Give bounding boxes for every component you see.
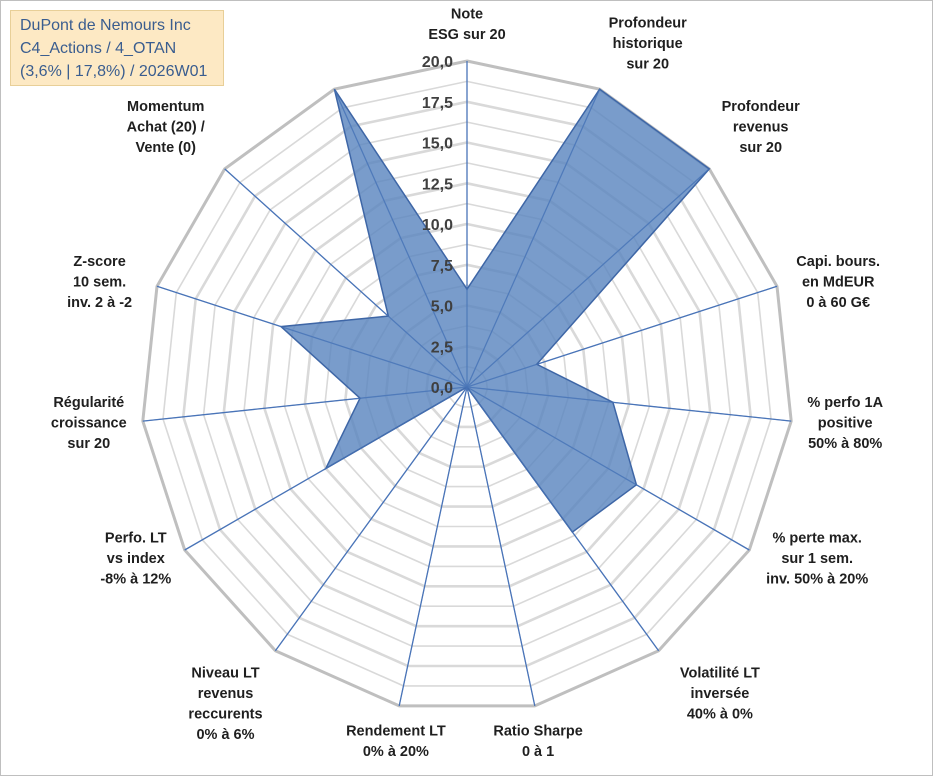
- radar-axis-labels: Note ESG sur 20 Profondeur historique sur 20…: [51, 7, 884, 761]
- axis-label-line: % perte max.: [772, 531, 861, 547]
- axis-spoke-overlay: [466, 285, 778, 388]
- axis-spoke-overlay: [398, 386, 468, 707]
- axis-label-line: Z-score: [73, 254, 125, 270]
- axis-label-line: Ratio Sharpe: [493, 724, 582, 740]
- grid-ring: [324, 243, 610, 528]
- axis-label-line: vs index: [107, 551, 165, 567]
- grid-ring: [283, 202, 651, 568]
- axis-spoke-overlay: [466, 386, 792, 422]
- axis-label-line: Niveau LT: [191, 666, 259, 682]
- axis-label: % perte max. sur 1 sem. inv. 50% à 20%: [766, 531, 868, 588]
- grid-ring: [263, 181, 671, 588]
- axis-label-line: sur 20: [626, 57, 669, 73]
- axis-spoke-overlay: [224, 168, 468, 388]
- axis-spoke-overlay: [466, 168, 710, 388]
- axis-label-line: Rendement LT: [346, 724, 446, 740]
- axis-label-line: % perfo 1A: [807, 395, 883, 411]
- axis-spoke-overlay: [466, 386, 750, 551]
- axis-spoke-overlay: [333, 88, 468, 388]
- axis-label-line: revenus: [733, 120, 789, 136]
- axis-label-line: 50% à 80%: [808, 436, 882, 452]
- axis-label: Z-score 10 sem. inv. 2 à -2: [67, 254, 132, 311]
- axis-label-line: Note: [451, 7, 483, 23]
- grid-ring: [222, 141, 712, 628]
- tick-label: 20,0: [422, 54, 453, 71]
- axis-spoke-overlay: [466, 386, 660, 651]
- tick-label: 2,5: [431, 339, 453, 356]
- tick-label: 17,5: [422, 95, 453, 112]
- title-line-1: DuPont de Nemours Inc: [20, 17, 191, 34]
- axis-label: Momentum Achat (20) / Vente (0): [127, 99, 205, 156]
- tick-label: 0,0: [431, 380, 453, 397]
- axis-spoke-overlay: [466, 88, 601, 388]
- axis-label-line: 0% à 20%: [363, 744, 429, 760]
- tick-label: 15,0: [422, 136, 453, 153]
- axis-label: % perfo 1A positive 50% à 80%: [807, 395, 883, 452]
- axis-label-line: Régularité: [53, 395, 124, 411]
- axis-label-line: 40% à 0%: [687, 707, 753, 723]
- title-line-2: C4_Actions / 4_OTAN: [20, 40, 177, 57]
- axis-label-line: ESG sur 20: [428, 27, 505, 43]
- radar-tick-labels: 0,0 2,5 5,0 7,5 10,0 12,5 15,0 17,5 20,0: [422, 54, 453, 397]
- axis-label-line: en MdEUR: [802, 274, 875, 290]
- axis-label-line: 0% à 6%: [196, 727, 254, 743]
- axis-label-line: 0 à 1: [522, 744, 554, 760]
- axis-label: Profondeur revenus sur 20: [722, 99, 800, 156]
- axis-label-line: Momentum: [127, 99, 204, 115]
- grid-ring: [141, 59, 793, 708]
- axis-label-line: croissance: [51, 416, 127, 432]
- axis-label: Capi. bours. en MdEUR 0 à 60 G€: [796, 254, 880, 311]
- axis-label: Profondeur historique sur 20: [609, 16, 687, 73]
- axis-label-line: Perfo. LT: [105, 531, 167, 547]
- tick-label: 12,5: [422, 176, 453, 193]
- axis-spoke-overlay: [156, 285, 468, 388]
- axis-label-line: inversée: [690, 686, 749, 702]
- grid-ring: [162, 80, 772, 687]
- axis-label-line: Achat (20) /: [127, 120, 205, 136]
- axis-label: Volatilité LT inversée 40% à 0%: [680, 666, 760, 723]
- tick-label: 7,5: [431, 258, 453, 275]
- axis-label-line: reccurents: [188, 707, 262, 723]
- grid-ring: [303, 222, 631, 548]
- radar-series: [142, 61, 792, 707]
- axis-label-line: historique: [613, 36, 683, 52]
- chart-title-box: DuPont de Nemours Inc C4_Actions / 4_OTA…: [10, 10, 224, 86]
- axis-label: Régularité croissance sur 20: [51, 395, 127, 452]
- axis-label-line: Profondeur: [722, 99, 800, 115]
- axis-label-line: 0 à 60 G€: [806, 295, 870, 311]
- title-line-3: (3,6% | 17,8%) / 2026W01: [20, 63, 208, 80]
- axis-spoke-overlay: [274, 386, 468, 651]
- axis-label: Perfo. LT vs index -8% à 12%: [100, 531, 171, 588]
- grid-ring: [202, 121, 732, 647]
- axis-label-line: positive: [818, 416, 873, 432]
- tick-label: 10,0: [422, 217, 453, 234]
- axis-label-line: -8% à 12%: [100, 572, 171, 588]
- axis-label-line: inv. 2 à -2: [67, 295, 132, 311]
- axis-spoke-overlay: [184, 386, 468, 551]
- axis-label-line: sur 1 sem.: [781, 551, 853, 567]
- axis-spoke-overlay: [466, 386, 536, 707]
- axis-label-line: Volatilité LT: [680, 666, 760, 682]
- axis-label-line: sur 20: [739, 140, 782, 156]
- axis-label-line: Vente (0): [135, 140, 196, 156]
- axis-spoke-overlay: [142, 386, 468, 422]
- grid-ring: [181, 100, 753, 668]
- axis-label: Note ESG sur 20: [428, 7, 505, 44]
- axis-label: Niveau LT revenus reccurents 0% à 6%: [188, 666, 262, 744]
- axis-label-line: sur 20: [67, 436, 110, 452]
- grid-ring: [243, 162, 691, 608]
- axis-label-line: inv. 50% à 20%: [766, 572, 868, 588]
- axis-label-line: Capi. bours.: [796, 254, 880, 270]
- axis-label: Rendement LT 0% à 20%: [346, 724, 446, 761]
- tick-label: 5,0: [431, 299, 453, 316]
- axis-label: Ratio Sharpe 0 à 1: [493, 724, 582, 761]
- axis-label-line: Profondeur: [609, 16, 687, 32]
- axis-label-line: revenus: [198, 686, 254, 702]
- axis-label-line: 10 sem.: [73, 274, 126, 290]
